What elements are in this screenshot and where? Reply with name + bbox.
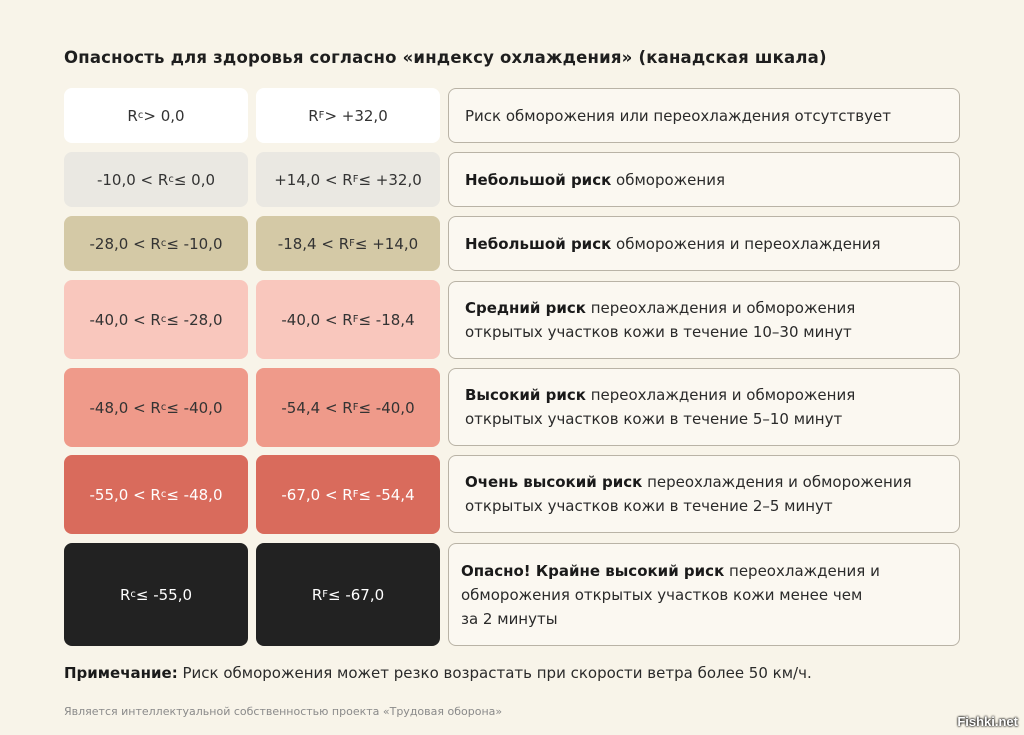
range-subscript: c: [130, 589, 136, 600]
range-subscript: c: [168, 174, 174, 185]
range-suffix: ≤ -40,0: [166, 398, 223, 417]
risk-level-label: Средний риск: [465, 299, 586, 317]
risk-detail: переохлаждения и обморожения открытых уч…: [465, 299, 856, 341]
range-prefix: -18,4 < R: [277, 234, 350, 253]
range-suffix: ≤ 0,0: [173, 170, 216, 189]
risk-description-text: Средний риск переохлаждения и обморожени…: [465, 296, 885, 344]
range-prefix: R: [127, 106, 138, 125]
risk-level-label: Опасно! Крайне высокий риск: [461, 561, 725, 580]
range-suffix: ≤ +14,0: [354, 234, 419, 253]
range-prefix: -40,0 < R: [281, 310, 353, 329]
risk-detail: переохлаждения и обморожения открытых уч…: [461, 561, 880, 628]
range-subscript: c: [160, 238, 167, 249]
range-subscript: F: [352, 314, 359, 325]
range-prefix: R: [311, 585, 323, 604]
range-subscript: F: [318, 110, 325, 121]
range-suffix: ≤ +32,0: [358, 170, 422, 189]
risk-description-text: Небольшой риск обморожения и переохлажде…: [465, 232, 881, 256]
range-suffix: ≤ -18,4: [358, 310, 415, 329]
range-prefix: -67,0 < R: [281, 485, 353, 504]
risk-detail: обморожения: [611, 170, 725, 189]
page-title: Опасность для здоровья согласно «индексу…: [64, 48, 827, 67]
range-prefix: -54,4 < R: [281, 398, 353, 417]
range-suffix: ≤ -55,0: [135, 585, 193, 604]
risk-description: Риск обморожения или переохлаждения отсу…: [448, 88, 960, 143]
range-prefix: -55,0 < R: [89, 485, 161, 504]
range-suffix: ≤ -28,0: [166, 310, 223, 329]
risk-description-text: Очень высокий риск переохлаждения и обмо…: [465, 470, 935, 518]
note-text: Риск обморожения может резко возрастать …: [177, 664, 812, 682]
risk-description-text: Опасно! Крайне высокий риск переохлажден…: [461, 559, 881, 631]
range-subscript: c: [160, 489, 167, 500]
range-suffix: ≤ -40,0: [358, 398, 415, 417]
range-subscript: c: [137, 110, 144, 121]
range-prefix: +14,0 < R: [274, 170, 353, 189]
range-subscript: F: [352, 489, 359, 500]
range-prefix: -48,0 < R: [89, 398, 161, 417]
risk-detail: обморожения и переохлаждения: [611, 234, 881, 253]
risk-description: Опасно! Крайне высокий риск переохлажден…: [448, 543, 960, 646]
watermark-brand: Fishki.net: [957, 714, 1018, 729]
risk-description: Высокий риск переохлаждения и обморожени…: [448, 368, 960, 446]
note-label: Примечание:: [64, 664, 178, 682]
range-suffix: > 0,0: [143, 106, 185, 125]
risk-description-text: Высокий риск переохлаждения и обморожени…: [465, 383, 885, 431]
risk-description: Небольшой риск обморожения: [448, 152, 960, 207]
range-subscript: c: [160, 402, 167, 413]
range-prefix: R: [308, 106, 319, 125]
note: Примечание: Риск обморожения может резко…: [64, 664, 812, 682]
risk-description: Средний риск переохлаждения и обморожени…: [448, 281, 960, 359]
risk-detail: переохлаждения и обморожения открытых уч…: [465, 386, 856, 428]
range-suffix: > +32,0: [324, 106, 388, 125]
range-prefix: R: [119, 585, 131, 604]
risk-detail: переохлаждения и обморожения открытых уч…: [465, 473, 912, 515]
range-prefix: -10,0 < R: [96, 170, 169, 189]
range-subscript: F: [349, 238, 355, 249]
risk-level-label: Очень высокий риск: [465, 473, 643, 491]
copyright-footer: Является интеллектуальной собственностью…: [64, 705, 503, 718]
risk-level-label: Небольшой риск: [465, 170, 612, 189]
risk-level-label: Высокий риск: [465, 386, 586, 404]
range-suffix: ≤ -54,4: [358, 485, 415, 504]
risk-detail: Риск обморожения или переохлаждения отсу…: [465, 106, 891, 125]
range-suffix: ≤ -67,0: [328, 585, 385, 604]
risk-level-label: Небольшой риск: [465, 234, 612, 253]
risk-description: Небольшой риск обморожения и переохлажде…: [448, 216, 960, 271]
range-subscript: F: [322, 589, 329, 600]
range-prefix: -28,0 < R: [89, 234, 161, 253]
risk-description-text: Риск обморожения или переохлаждения отсу…: [465, 104, 891, 128]
range-suffix: ≤ -10,0: [166, 234, 223, 253]
risk-description: Очень высокий риск переохлаждения и обмо…: [448, 455, 960, 533]
range-subscript: F: [352, 174, 359, 185]
risk-description-text: Небольшой риск обморожения: [465, 168, 725, 192]
range-prefix: -40,0 < R: [89, 310, 161, 329]
range-subscript: F: [352, 402, 359, 413]
range-subscript: c: [160, 314, 167, 325]
range-suffix: ≤ -48,0: [166, 485, 223, 504]
